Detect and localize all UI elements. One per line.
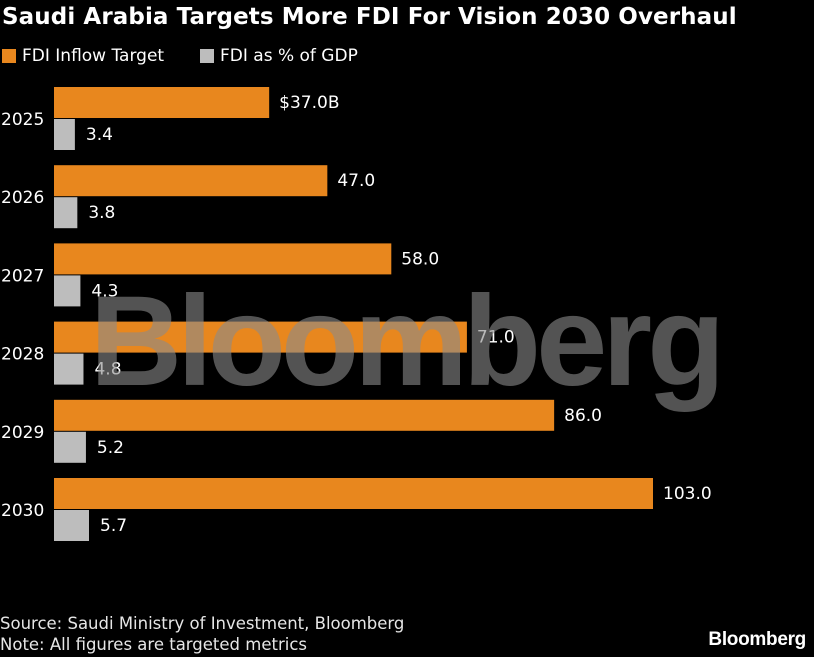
- value-label-fdi-gdp-2025: 3.4: [86, 125, 113, 145]
- bloomberg-logo: Bloomberg: [708, 629, 806, 650]
- bar-fdi-inflow-2026: [54, 165, 328, 197]
- year-label-2028: 2028: [1, 345, 44, 365]
- bloomberg-watermark: Bloomberg: [90, 270, 721, 413]
- bar-fdi-gdp-2030: [54, 510, 89, 541]
- value-label-fdi-inflow-2028: 71.0: [477, 328, 515, 348]
- legend-swatch-fdi-inflow: [2, 49, 16, 63]
- bar-fdi-inflow-2029: [54, 399, 555, 431]
- year-label-2029: 2029: [1, 423, 44, 443]
- bar-chart: 2025 $37.0B 3.4 2026 47.0 3.8 2027 58.0 4.3 2028 7…: [1, 87, 725, 541]
- legend-item-fdi-gdp: FDI as % of GDP: [200, 46, 358, 66]
- value-label-fdi-inflow-2027: 58.0: [401, 249, 439, 269]
- bar-fdi-inflow-2030: [54, 478, 653, 509]
- value-label-fdi-inflow-2030: 103.0: [663, 484, 712, 504]
- year-label-2030: 2030: [1, 501, 44, 521]
- footnote: Note: All figures are targeted metrics: [0, 635, 307, 654]
- bar-fdi-gdp-2027: [54, 275, 81, 307]
- value-label-fdi-inflow-2026: 47.0: [337, 171, 375, 191]
- bar-fdi-inflow-2028: [54, 321, 467, 353]
- chart-title: Saudi Arabia Targets More FDI For Vision…: [2, 4, 737, 30]
- bar-fdi-inflow-2027: [54, 243, 392, 275]
- year-label-2025: 2025: [1, 110, 44, 130]
- value-label-fdi-gdp-2028: 4.8: [94, 360, 121, 380]
- year-label-2027: 2027: [1, 266, 44, 286]
- bar-fdi-gdp-2029: [54, 431, 86, 463]
- legend-label-fdi-inflow: FDI Inflow Target: [22, 46, 165, 66]
- legend-item-fdi-inflow: FDI Inflow Target: [2, 46, 164, 66]
- value-label-fdi-gdp-2026: 3.8: [88, 203, 115, 223]
- legend-swatch-fdi-gdp: [200, 49, 214, 63]
- value-label-fdi-inflow-2029: 86.0: [564, 406, 602, 426]
- value-label-fdi-gdp-2027: 4.3: [91, 281, 118, 301]
- legend-label-fdi-gdp: FDI as % of GDP: [220, 46, 358, 66]
- bar-fdi-gdp-2025: [54, 119, 75, 150]
- year-label-2026: 2026: [1, 188, 44, 208]
- value-label-fdi-gdp-2029: 5.2: [97, 438, 124, 458]
- source-note: Source: Saudi Ministry of Investment, Bl…: [0, 614, 405, 633]
- value-label-fdi-gdp-2030: 5.7: [100, 516, 127, 536]
- value-label-fdi-inflow-2025: $37.0B: [279, 93, 339, 113]
- bar-fdi-gdp-2028: [54, 353, 84, 385]
- bar-fdi-gdp-2026: [54, 197, 78, 229]
- bar-fdi-inflow-2025: [54, 87, 270, 118]
